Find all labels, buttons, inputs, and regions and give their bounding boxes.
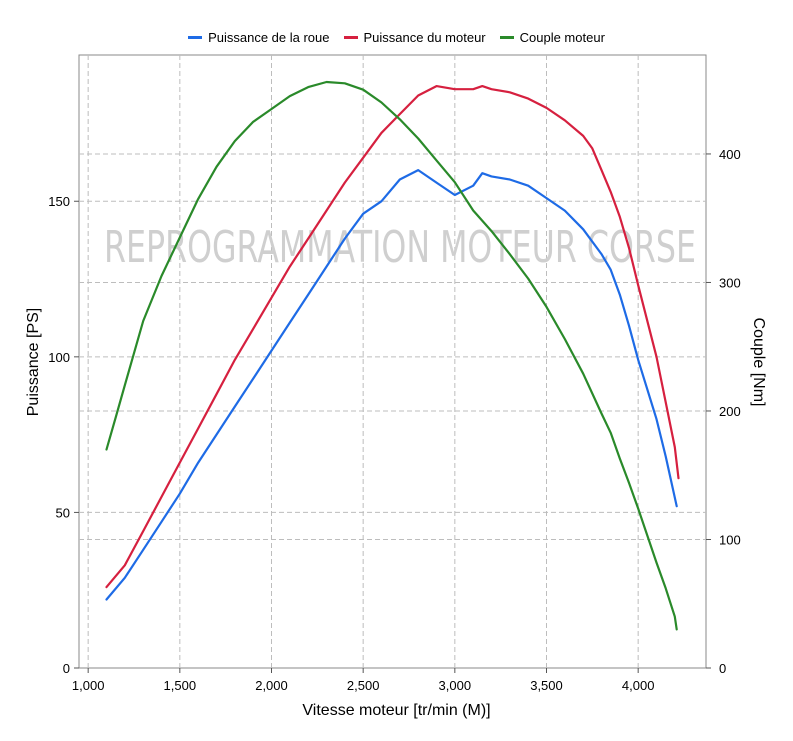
legend-label-wheel-power: Puissance de la roue [208, 30, 330, 45]
y-tick-label: 100 [48, 350, 70, 365]
engine-power-line [105, 84, 680, 589]
y2-tick-label: 100 [719, 532, 741, 547]
x-axis-ticks: 1,000 1,500 2,000 2,500 3,000 3,500 4,000 [72, 668, 655, 693]
x-tick-label: 2,000 [255, 678, 288, 693]
x-tick-label: 4,000 [622, 678, 655, 693]
x-tick-label: 2,500 [347, 678, 380, 693]
plot-area [78, 54, 707, 669]
legend-label-engine-power: Puissance du moteur [363, 30, 486, 45]
wheel-power-line [105, 169, 678, 601]
x-tick-label: 1,000 [72, 678, 105, 693]
x-tick-label: 1,500 [164, 678, 197, 693]
engine-torque-line [105, 80, 678, 631]
legend-label-engine-torque: Couple moteur [519, 30, 605, 45]
legend: Puissance de la roue Puissance du moteur… [0, 30, 793, 45]
y2-axis-title: Couple [Nm] [750, 317, 767, 407]
y-tick-label: 150 [48, 194, 70, 209]
legend-swatch-wheel-power [188, 36, 203, 39]
x-tick-label: 3,000 [439, 678, 472, 693]
legend-swatch-engine-torque [499, 36, 514, 39]
y-axis-ticks: 0 50 100 150 [48, 194, 79, 676]
y2-tick-label: 300 [719, 275, 741, 290]
y-tick-label: 50 [56, 505, 70, 520]
legend-item-engine-power: Puissance du moteur [343, 30, 486, 45]
y2-tick-label: 400 [719, 147, 741, 162]
y2-tick-label: 200 [719, 404, 741, 419]
y2-tick-label: 0 [719, 661, 726, 676]
y-tick-label: 0 [63, 661, 70, 676]
y-axis-title: Puissance [PS] [25, 307, 42, 417]
legend-item-wheel-power: Puissance de la roue [188, 30, 330, 45]
y2-axis-ticks: 0 100 200 300 400 [706, 147, 741, 676]
series-lines [105, 80, 680, 631]
legend-swatch-engine-power [343, 36, 358, 39]
x-axis-title: Vitesse moteur [tr/min (M)] [302, 702, 491, 719]
legend-item-engine-torque: Couple moteur [499, 30, 605, 45]
x-tick-label: 3,500 [530, 678, 563, 693]
